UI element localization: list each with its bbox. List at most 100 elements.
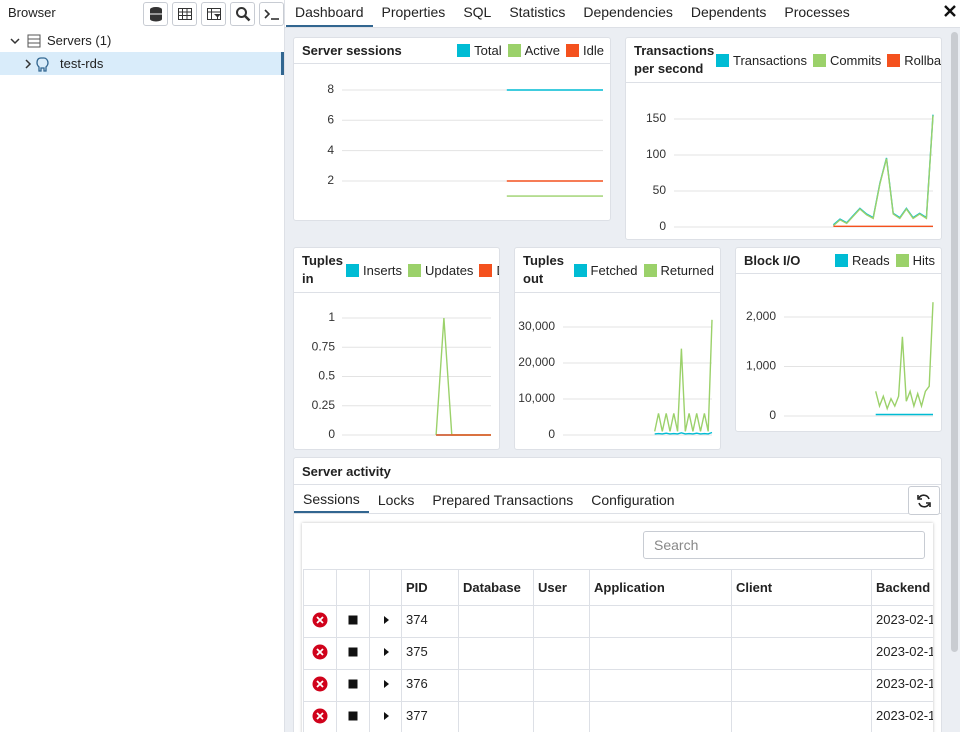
legend-label: Returned: [660, 262, 714, 278]
tab[interactable]: Dependencies: [583, 4, 673, 20]
cell: [533, 605, 590, 638]
legend: Total Active Idle: [457, 43, 610, 58]
main-area: Dashboard Properties SQL Statistics Dependen…: [285, 0, 960, 732]
legend-swatch: [887, 53, 901, 67]
panel-header: Server sessions Total Active Idle: [294, 38, 610, 64]
legend-item: Updates: [408, 263, 473, 278]
backend-start-cell: 2023-02-1: [871, 605, 933, 638]
terminate-icon[interactable]: [347, 710, 359, 722]
expand-icon[interactable]: [381, 646, 391, 658]
cell: [369, 637, 402, 670]
backend-start-cell: 2023-02-1: [871, 637, 933, 670]
y-tick-label: 20,000: [518, 355, 555, 369]
search-button[interactable]: [230, 2, 255, 26]
header-cell: Backend start: [871, 569, 933, 606]
activity-tab[interactable]: Sessions: [294, 485, 369, 513]
cell: [731, 605, 872, 638]
expand-icon[interactable]: [381, 614, 391, 626]
y-tick-label: 0.75: [312, 339, 336, 353]
icon: [149, 7, 162, 22]
header-cell: [303, 569, 337, 606]
legend-swatch: [573, 263, 587, 277]
chart-panel: Tuples out Fetched Returned 0 10,000 20,000 30…: [514, 247, 721, 450]
legend: Reads Hits: [835, 253, 941, 268]
icon: [917, 493, 931, 508]
legend-item: Total: [457, 43, 502, 58]
psql-button[interactable]: [259, 2, 284, 26]
panel-title: Server activity: [294, 458, 941, 485]
pid-cell: 377: [401, 701, 459, 732]
refresh-button[interactable]: [908, 486, 940, 515]
search-box[interactable]: Search: [643, 531, 925, 559]
cancel-query-icon[interactable]: [312, 644, 328, 660]
cell: [589, 605, 732, 638]
legend-swatch: [346, 263, 359, 277]
tab[interactable]: Dashboard: [286, 0, 373, 27]
y-tick-label: 4: [327, 143, 334, 157]
legend: Fetched Returned: [573, 262, 720, 278]
y-tick-label: 10,000: [518, 391, 555, 405]
view-data-button[interactable]: [172, 2, 197, 26]
tab-bar: Dashboard Properties SQL Statistics Dependen…: [285, 0, 960, 28]
icon-part: [348, 615, 358, 625]
tree-row[interactable]: Servers (1): [0, 29, 284, 52]
chart-title: Block I/O: [744, 252, 801, 268]
cell: [303, 701, 337, 732]
tab[interactable]: Dependents: [690, 4, 767, 20]
chart-plot: 0 0.25 0.5 0.75 1: [312, 310, 491, 441]
legend-label: Total: [474, 43, 502, 58]
close-button[interactable]: [944, 5, 956, 17]
legend-label: Idle: [583, 43, 604, 58]
y-tick-label: 8: [327, 82, 334, 96]
icon: [235, 7, 250, 22]
y-tick-label: 0: [659, 219, 666, 233]
query-tool-button[interactable]: [143, 2, 168, 26]
cancel-query-icon[interactable]: [312, 612, 328, 628]
legend-swatch: [895, 254, 909, 267]
cell: [589, 669, 732, 702]
cell: [458, 637, 534, 670]
cell: [369, 605, 402, 638]
cell: [533, 701, 590, 732]
backend-start-cell: 2023-02-1: [871, 669, 933, 702]
chart-panel: Server sessions Total Active Idle 2 4 6 8: [293, 37, 611, 221]
cell: [369, 701, 402, 732]
activity-tab[interactable]: Prepared Transactions: [432, 491, 574, 508]
browser-pane: Browser Servers (1) test-rds: [0, 0, 285, 732]
legend-label: Updates: [425, 262, 474, 278]
tab[interactable]: Statistics: [509, 4, 566, 20]
legend-swatch: [479, 263, 493, 277]
session-row: 377 2023-02-1: [303, 701, 933, 732]
cell: [458, 605, 534, 638]
y-tick-label: 1,000: [746, 359, 776, 373]
legend-swatch: [507, 44, 521, 57]
terminate-icon[interactable]: [347, 678, 359, 690]
cancel-query-icon[interactable]: [312, 676, 328, 692]
cell: [303, 605, 337, 638]
activity-tab[interactable]: Locks: [377, 491, 415, 508]
activity-tab[interactable]: Configuration: [591, 491, 675, 508]
tree-row-selected[interactable]: test-rds: [0, 52, 284, 75]
legend-item: Returned: [643, 262, 714, 278]
filter-data-button[interactable]: [201, 2, 226, 26]
y-tick-label: 0: [328, 427, 335, 441]
icon-part: [316, 648, 324, 656]
cell: [336, 701, 370, 732]
y-tick-label: 1: [328, 310, 335, 324]
cell: [731, 637, 872, 670]
pid-cell: 374: [401, 605, 459, 638]
terminate-icon[interactable]: [347, 614, 359, 626]
header-cell: [369, 569, 402, 606]
scrollbar[interactable]: [951, 32, 958, 652]
tab[interactable]: SQL: [463, 4, 492, 20]
expand-icon[interactable]: [381, 710, 391, 722]
y-tick-label: 50: [653, 183, 667, 197]
cell: [589, 637, 732, 670]
terminate-icon[interactable]: [347, 646, 359, 658]
expand-icon[interactable]: [381, 678, 391, 690]
cancel-query-icon[interactable]: [312, 708, 328, 724]
header-row: PID Database User Application Client Backend …: [303, 569, 933, 606]
tab[interactable]: Properties: [381, 4, 446, 20]
panel-header: Transactions per second Transactions Commi…: [626, 38, 941, 83]
tab[interactable]: Processes: [784, 4, 850, 20]
